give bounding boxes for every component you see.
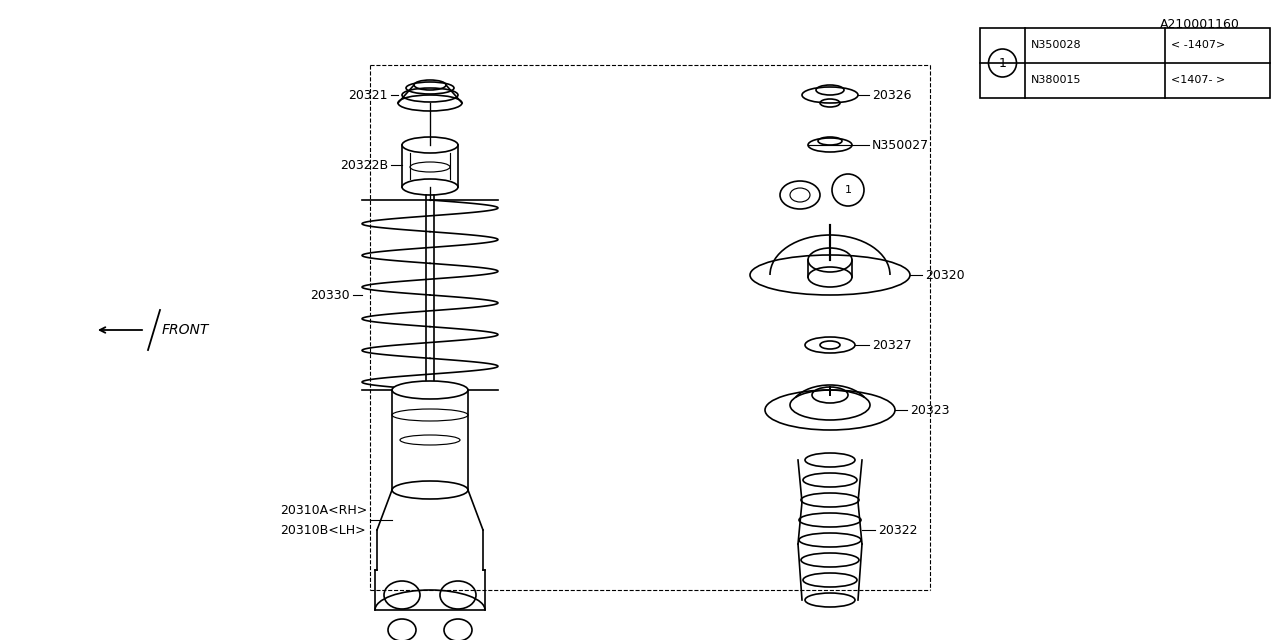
Text: N350028: N350028 <box>1030 40 1082 50</box>
Text: 20322: 20322 <box>878 524 918 536</box>
Text: 20327: 20327 <box>872 339 911 351</box>
Text: N350027: N350027 <box>872 138 929 152</box>
Text: <1407- >: <1407- > <box>1171 75 1225 85</box>
Ellipse shape <box>392 381 468 399</box>
Text: 1: 1 <box>998 56 1006 70</box>
Text: 20326: 20326 <box>872 88 911 102</box>
Text: 1: 1 <box>845 185 851 195</box>
Text: N380015: N380015 <box>1030 75 1082 85</box>
Bar <box>980 28 1270 98</box>
Text: 20310A<RH>: 20310A<RH> <box>280 504 367 516</box>
Text: 20321: 20321 <box>348 88 388 102</box>
Text: < -1407>: < -1407> <box>1171 40 1225 50</box>
Text: FRONT: FRONT <box>163 323 210 337</box>
Text: 20320: 20320 <box>925 269 965 282</box>
Text: 20322B: 20322B <box>340 159 388 172</box>
Text: 20330: 20330 <box>310 289 349 301</box>
Text: 20310B<LH>: 20310B<LH> <box>280 524 366 536</box>
Text: 20323: 20323 <box>910 403 950 417</box>
Text: A210001160: A210001160 <box>1160 18 1240 31</box>
